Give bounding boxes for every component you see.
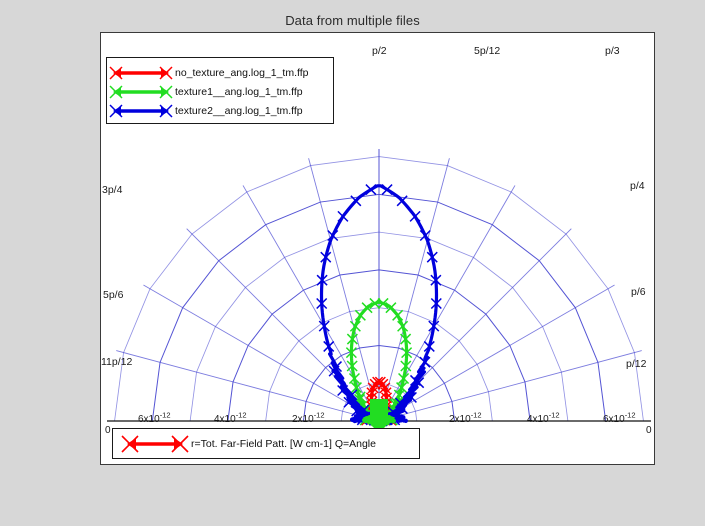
legend-label-quantity: r=Tot. Far-Field Patt. [W cm-1] Q=Angle [191, 437, 376, 450]
angle-tick-label: 11p/12 [101, 356, 133, 368]
data-marker [354, 391, 366, 403]
legend-item: texture2__ang.log_1_tm.ffp [107, 101, 333, 120]
data-marker [318, 320, 330, 332]
grid-ring [302, 344, 456, 422]
data-marker [350, 195, 362, 207]
data-marker [365, 184, 377, 196]
data-marker [337, 210, 349, 222]
radial-tick-label: 6x10-12 [138, 410, 171, 425]
legend-swatch-texture1 [107, 83, 175, 101]
data-marker [337, 384, 349, 397]
data-marker [316, 297, 328, 310]
data-marker [377, 297, 389, 309]
grid-ring [227, 269, 531, 422]
origin-tick-label: 0 [105, 425, 111, 436]
data-marker [327, 229, 339, 242]
legend-label-texture2: texture2__ang.log_1_tm.ffp [175, 104, 303, 117]
series-legend[interactable]: no_texture_ang.log_1_tm.ffp texture1__an… [106, 57, 334, 124]
angle-tick-label: p/4 [630, 180, 645, 192]
data-marker [366, 387, 378, 399]
legend-item: texture1__ang.log_1_tm.ffp [107, 82, 333, 101]
radial-tick-label: 2x10-12 [292, 410, 325, 425]
radial-tick-label: 6x10-12 [603, 410, 636, 425]
origin-tick-label: 0 [646, 425, 652, 436]
data-marker [394, 397, 406, 409]
angle-tick-label: 3p/4 [102, 184, 123, 196]
legend-label-no-texture: no_texture_ang.log_1_tm.ffp [175, 66, 309, 79]
data-marker [409, 210, 421, 222]
data-marker [396, 382, 408, 394]
angle-tick-label: p/2 [372, 45, 387, 57]
legend-item: no_texture_ang.log_1_tm.ffp [107, 63, 333, 82]
polar-data-curves [316, 184, 442, 433]
angle-tick-label: 5p/12 [474, 45, 501, 57]
data-marker [430, 274, 442, 286]
grid-spoke [378, 350, 642, 422]
data-marker [345, 347, 357, 359]
legend-swatch-no-texture [107, 64, 175, 82]
data-marker [316, 274, 328, 286]
polar-axes: p/25p/12p/3p/4p/6p/123p/45p/611p/1213p/1… [100, 32, 655, 465]
data-marker [419, 356, 431, 368]
data-marker [328, 365, 340, 377]
data-marker [397, 320, 409, 332]
data-marker [354, 309, 366, 321]
data-marker [419, 229, 431, 242]
grid-ring [114, 156, 644, 422]
data-marker [381, 184, 393, 196]
data-marker [350, 382, 362, 394]
data-marker [409, 374, 422, 386]
data-marker [396, 195, 408, 207]
data-marker [426, 251, 438, 263]
legend-label-texture1: texture1__ang.log_1_tm.ffp [175, 85, 303, 98]
data-marker [349, 320, 361, 332]
data-marker [400, 360, 412, 372]
radial-tick-label: 2x10-12 [449, 410, 482, 425]
data-marker [346, 333, 358, 345]
grid-ring [151, 193, 607, 422]
data-marker [346, 360, 358, 372]
data-marker [346, 389, 358, 401]
quantity-legend[interactable]: r=Tot. Far-Field Patt. [W cm-1] Q=Angle [112, 428, 420, 459]
angle-tick-label: p/3 [605, 45, 620, 57]
data-marker [405, 391, 417, 403]
page-title: Data from multiple files [285, 13, 420, 28]
data-marker [369, 297, 381, 309]
data-marker [400, 333, 412, 345]
origin-arrow-marker [363, 399, 395, 433]
data-marker [401, 347, 413, 359]
angle-tick-label: p/6 [631, 286, 646, 298]
radial-tick-label: 4x10-12 [527, 410, 560, 425]
grid-ring [189, 231, 569, 422]
grid-spoke [116, 350, 380, 422]
data-marker [385, 302, 397, 314]
polar-plot-svg [107, 149, 651, 433]
legend-swatch-texture2 [107, 102, 175, 120]
grid-spoke [143, 284, 380, 422]
data-marker [348, 372, 360, 384]
data-marker [398, 372, 410, 384]
data-marker [320, 251, 332, 263]
data-marker [428, 320, 440, 332]
data-marker [323, 340, 335, 352]
data-marker [430, 297, 442, 310]
legend-item: r=Tot. Far-Field Patt. [W cm-1] Q=Angle [113, 429, 419, 458]
angle-tick-label: 5p/6 [103, 289, 124, 301]
legend-swatch-quantity [117, 432, 191, 456]
angle-tick-label: p/12 [626, 358, 647, 370]
data-marker [343, 396, 355, 408]
radial-tick-label: 4x10-12 [214, 410, 247, 425]
data-marker [423, 340, 435, 352]
